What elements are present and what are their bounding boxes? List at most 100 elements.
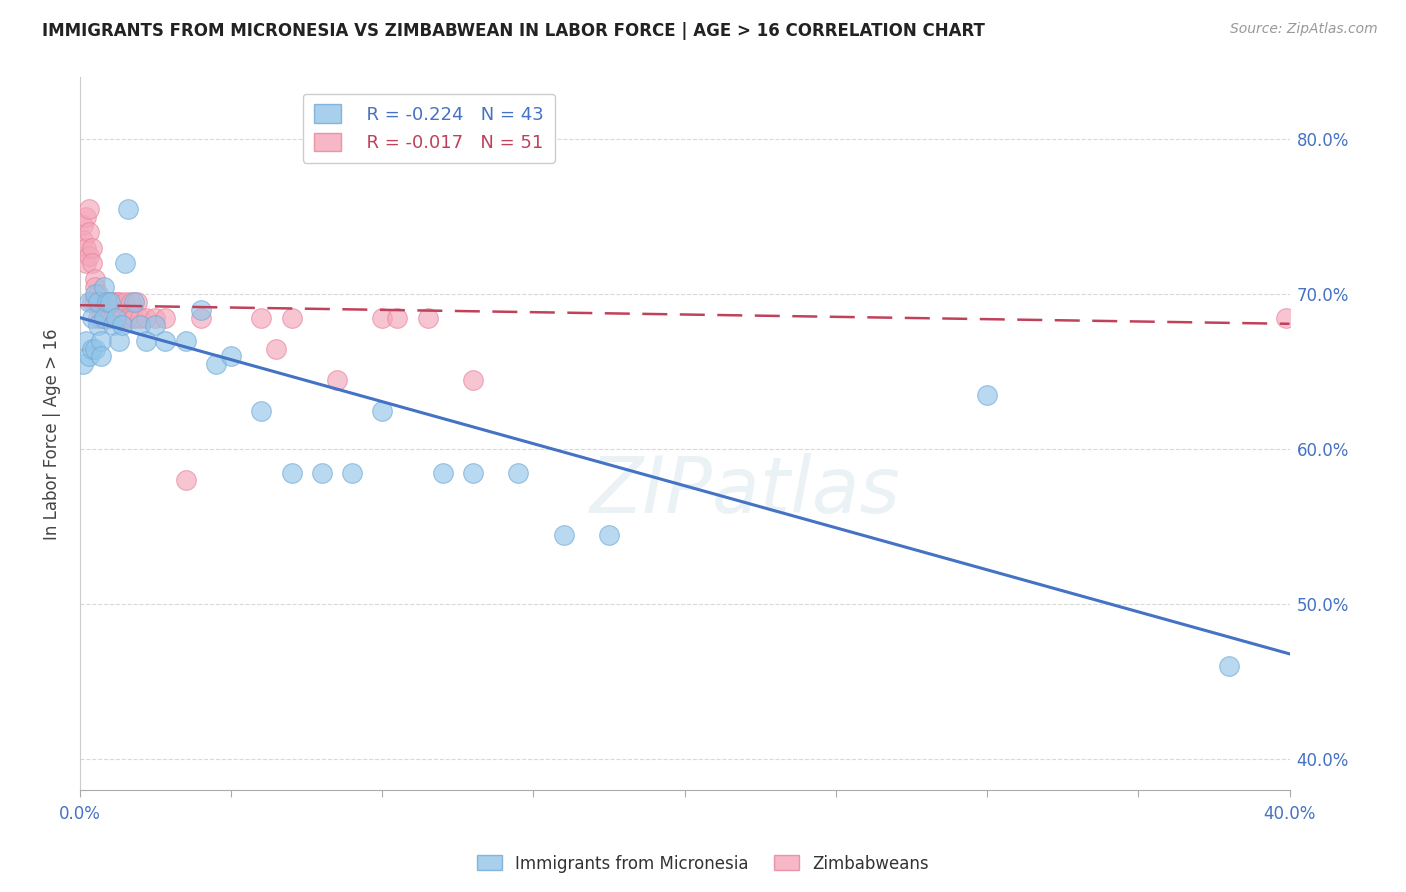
Point — [84, 287, 107, 301]
Point — [77, 349, 100, 363]
Point — [135, 334, 157, 348]
Text: Source: ZipAtlas.com: Source: ZipAtlas.com — [1230, 22, 1378, 37]
Point — [90, 334, 112, 348]
Point — [124, 295, 146, 310]
Point — [105, 295, 128, 310]
Point — [75, 210, 97, 224]
Point — [90, 295, 112, 310]
Point — [87, 287, 110, 301]
Point — [75, 334, 97, 348]
Point — [135, 310, 157, 325]
Point — [75, 241, 97, 255]
Point — [108, 295, 131, 310]
Point — [1218, 659, 1240, 673]
Point — [105, 310, 128, 325]
Point — [101, 295, 124, 310]
Point — [250, 310, 273, 325]
Point — [96, 310, 118, 325]
Point — [80, 310, 103, 325]
Point — [266, 342, 288, 356]
Point — [93, 310, 115, 325]
Point — [108, 310, 131, 325]
Point — [80, 241, 103, 255]
Point — [87, 295, 110, 310]
Legend: Immigrants from Micronesia, Zimbabweans: Immigrants from Micronesia, Zimbabweans — [471, 848, 935, 880]
Point — [72, 218, 94, 232]
Point — [90, 349, 112, 363]
Point — [101, 310, 124, 325]
Point — [93, 295, 115, 310]
Point — [96, 295, 118, 310]
Point — [326, 373, 349, 387]
Point — [72, 357, 94, 371]
Point — [77, 202, 100, 216]
Point — [145, 318, 167, 333]
Point — [190, 302, 212, 317]
Y-axis label: In Labor Force | Age > 16: In Labor Force | Age > 16 — [44, 328, 60, 540]
Point — [98, 295, 121, 310]
Point — [93, 279, 115, 293]
Point — [96, 295, 118, 310]
Point — [280, 310, 302, 325]
Point — [508, 466, 530, 480]
Point — [87, 318, 110, 333]
Point — [129, 310, 152, 325]
Point — [114, 295, 136, 310]
Point — [598, 527, 620, 541]
Point — [90, 310, 112, 325]
Point — [129, 318, 152, 333]
Point — [1275, 310, 1298, 325]
Point — [311, 466, 333, 480]
Point — [371, 403, 394, 417]
Point — [77, 226, 100, 240]
Point — [153, 310, 176, 325]
Point — [117, 310, 139, 325]
Point — [219, 349, 242, 363]
Point — [174, 334, 197, 348]
Point — [250, 403, 273, 417]
Point — [553, 527, 575, 541]
Point — [371, 310, 394, 325]
Point — [87, 295, 110, 310]
Text: IMMIGRANTS FROM MICRONESIA VS ZIMBABWEAN IN LABOR FORCE | AGE > 16 CORRELATION C: IMMIGRANTS FROM MICRONESIA VS ZIMBABWEAN… — [42, 22, 986, 40]
Point — [84, 295, 107, 310]
Point — [84, 272, 107, 286]
Point — [108, 334, 131, 348]
Point — [416, 310, 439, 325]
Point — [98, 295, 121, 310]
Point — [80, 295, 103, 310]
Point — [111, 318, 134, 333]
Point — [461, 466, 484, 480]
Point — [190, 310, 212, 325]
Point — [280, 466, 302, 480]
Point — [84, 342, 107, 356]
Point — [87, 310, 110, 325]
Point — [101, 318, 124, 333]
Point — [153, 334, 176, 348]
Point — [145, 310, 167, 325]
Point — [80, 256, 103, 270]
Legend:   R = -0.224   N = 43,   R = -0.017   N = 51: R = -0.224 N = 43, R = -0.017 N = 51 — [302, 94, 555, 163]
Point — [93, 310, 115, 325]
Point — [387, 310, 409, 325]
Point — [461, 373, 484, 387]
Point — [98, 310, 121, 325]
Point — [174, 473, 197, 487]
Point — [124, 310, 146, 325]
Point — [75, 256, 97, 270]
Text: ZIPatlas: ZIPatlas — [589, 453, 901, 529]
Point — [127, 295, 149, 310]
Point — [84, 279, 107, 293]
Point — [340, 466, 363, 480]
Point — [205, 357, 228, 371]
Point — [120, 295, 142, 310]
Point — [432, 466, 454, 480]
Point — [976, 388, 998, 402]
Point — [114, 256, 136, 270]
Point — [77, 249, 100, 263]
Point — [80, 342, 103, 356]
Point — [111, 310, 134, 325]
Point — [72, 233, 94, 247]
Point — [77, 295, 100, 310]
Point — [117, 202, 139, 216]
